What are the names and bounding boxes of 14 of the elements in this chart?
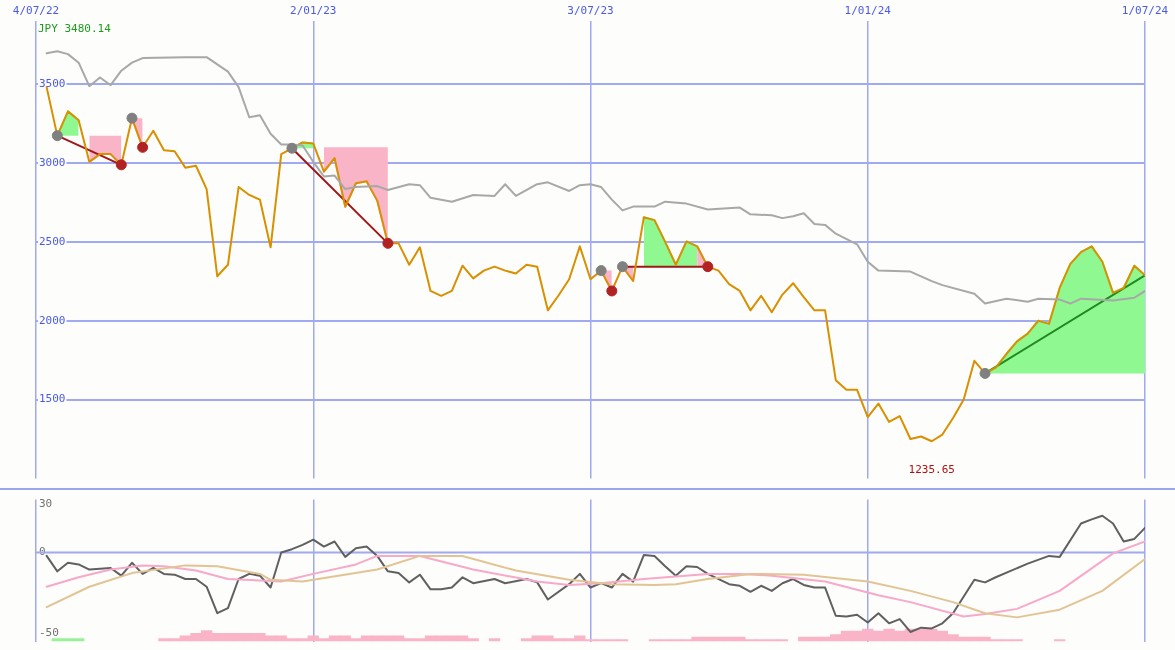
y-tick-label: 1500 <box>39 392 66 406</box>
y-tick-label: 30 <box>39 497 53 511</box>
x-tick-label: 2/01/23 <box>290 4 337 18</box>
y-tick-label: 2500 <box>39 234 66 248</box>
annotation: JPY 3480.14 <box>38 22 112 36</box>
y-tick-label: 2000 <box>39 313 66 327</box>
y-tick-label: 3500 <box>39 77 66 91</box>
x-tick-label: 3/07/23 <box>567 4 614 18</box>
y-tick-label: -50 <box>39 625 59 639</box>
x-tick-label: 1/01/24 <box>844 4 892 18</box>
annotation: 1235.65 <box>908 463 955 477</box>
x-tick-label: 1/07/24 <box>1121 4 1169 18</box>
y-tick-label: 3000 <box>39 155 66 169</box>
x-tick-label: 4/07/22 <box>12 4 60 18</box>
